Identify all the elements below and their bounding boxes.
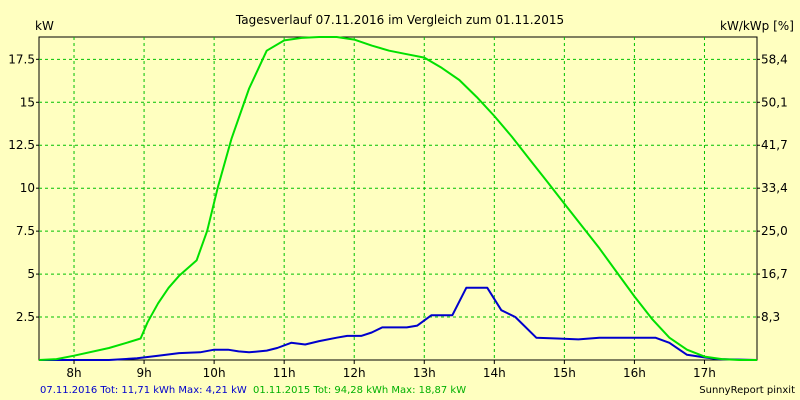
- x-tick-label: 8h: [66, 366, 81, 380]
- footer-credit: SunnyReport pinxit: [699, 385, 795, 396]
- x-tick-label: 14h: [483, 366, 506, 380]
- x-tick-label: 10h: [203, 366, 226, 380]
- y-right-tick-label: 41,7: [761, 138, 788, 152]
- series-line-1: [39, 286, 758, 361]
- y-axis-right-label: kW/kWp [%]: [720, 19, 794, 33]
- x-tick-label: 12h: [343, 366, 366, 380]
- y-tick-label: 10: [20, 181, 35, 195]
- footer-series2-stats: 01.11.2015 Tot: 94,28 kWh Max: 18,87 kW: [253, 385, 466, 396]
- x-tick-label: 9h: [136, 366, 151, 380]
- y-tick-label: 2.5: [16, 310, 35, 324]
- y-tick-label: 5: [27, 267, 35, 281]
- footer-series1-stats: 07.11.2016 Tot: 11,71 kWh Max: 4,21 kW: [40, 385, 247, 396]
- x-axis-ticks: 8h 9h 10h 11h 12h 13h 14h 15h 16h 17h: [66, 360, 716, 380]
- y-right-tick-label: 25,0: [761, 224, 788, 238]
- y-right-tick-label: 8,3: [761, 310, 780, 324]
- x-tick-label: 16h: [623, 366, 646, 380]
- y-right-tick-label: 33,4: [761, 181, 788, 195]
- y-axis-left-label: kW: [35, 19, 54, 33]
- footer-summary: 07.11.2016 Tot: 11,71 kWh Max: 4,21 kW 0…: [40, 385, 466, 396]
- x-tick-label: 11h: [273, 366, 296, 380]
- y-tick-label: 17.5: [8, 52, 35, 66]
- y-axis-left-ticks: 2.5 5 7.5 10 12.5 15 17.5: [8, 52, 39, 324]
- y-right-tick-label: 16,7: [761, 267, 788, 281]
- plot-area: [38, 36, 758, 361]
- y-right-tick-label: 58,4: [761, 52, 788, 66]
- y-tick-label: 7.5: [16, 224, 35, 238]
- series-lines: [38, 36, 758, 361]
- chart-title: Tagesverlauf 07.11.2016 im Vergleich zum…: [235, 13, 564, 27]
- series-line-2: [38, 36, 757, 361]
- y-tick-label: 12.5: [8, 138, 35, 152]
- y-axis-right-ticks: 8,3 16,7 25,0 33,4 41,7 50,1 58,4: [757, 52, 788, 324]
- x-tick-label: 17h: [693, 366, 716, 380]
- x-tick-label: 15h: [553, 366, 576, 380]
- x-tick-label: 13h: [413, 366, 436, 380]
- y-tick-label: 15: [20, 95, 35, 109]
- y-right-tick-label: 50,1: [761, 95, 788, 109]
